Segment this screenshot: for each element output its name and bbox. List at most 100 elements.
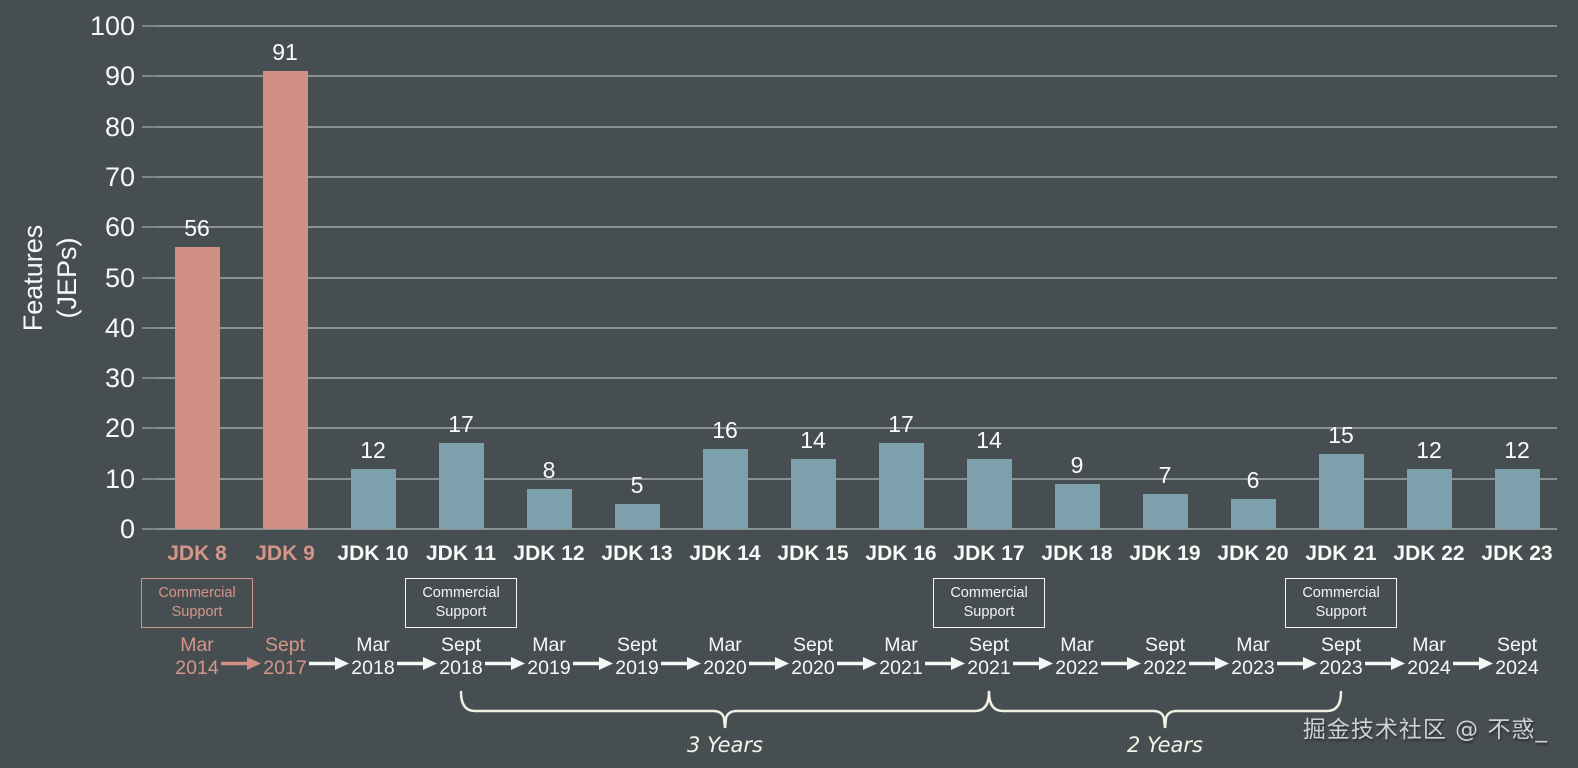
release-date-line: Mar	[532, 634, 566, 656]
bar-value-label: 91	[272, 39, 298, 66]
release-date-line: Sept	[1144, 634, 1186, 656]
y-axis-tick	[142, 226, 158, 229]
timeline-arrow-icon	[925, 657, 965, 670]
y-axis-tick	[142, 477, 158, 480]
timeline-arrow-icon	[1453, 657, 1493, 670]
y-axis-tick-label: 30	[104, 363, 135, 394]
category-label: JDK 21	[1305, 542, 1377, 565]
release-date-line: 2022	[1055, 656, 1099, 679]
release-date: Mar 2019	[505, 634, 593, 679]
y-axis-tick-label: 20	[104, 413, 135, 444]
timeline-arrow-icon	[661, 657, 701, 670]
bar-value-label: 56	[184, 215, 210, 242]
release-date: Sept 2023	[1297, 634, 1385, 679]
timeline-arrow-icon	[221, 657, 261, 670]
category-label: JDK 11	[425, 542, 497, 565]
category-label: JDK 22	[1393, 542, 1465, 565]
category-label: JDK 12	[513, 542, 585, 565]
y-axis-tick	[142, 276, 158, 279]
commercial-support-label: Commercial	[158, 585, 236, 601]
release-date-line: 2024	[1495, 656, 1539, 679]
timeline-arrow-icon	[837, 657, 877, 670]
release-date-line: Mar	[884, 634, 918, 656]
release-date-line: 2018	[351, 656, 395, 679]
release-date: Mar 2021	[857, 634, 945, 679]
gridline	[156, 276, 1557, 279]
braces-layer	[459, 690, 1343, 729]
timeline-arrow-icon	[749, 657, 789, 670]
release-date-line: Sept	[792, 634, 834, 656]
release-date-line: 2023	[1319, 656, 1363, 679]
release-date-line: Sept	[968, 634, 1010, 656]
release-date: Mar 2022	[1033, 634, 1121, 679]
category-label: JDK 8	[167, 542, 227, 565]
commercial-support-box: Commercial Support	[1285, 578, 1397, 628]
release-date-line: Mar	[708, 634, 742, 656]
release-date-line: 2021	[967, 656, 1011, 679]
y-axis-tick-label: 10	[104, 463, 135, 494]
release-date-line: 2018	[439, 656, 483, 679]
gridline	[156, 427, 1557, 430]
release-date-line: Mar	[1412, 634, 1446, 656]
y-axis-tick	[142, 427, 158, 430]
bar	[1054, 483, 1100, 529]
y-axis-tick-label: 80	[104, 111, 135, 142]
bar-value-label: 5	[630, 471, 644, 498]
timeline-arrow-icon	[573, 657, 613, 670]
timeline-arrow-icon	[1189, 657, 1229, 670]
timeline-arrow-icon	[485, 657, 525, 670]
y-axis-tick	[142, 125, 158, 128]
bar-value-label: 7	[1158, 461, 1172, 488]
commercial-support-label: Support	[963, 604, 1015, 620]
brace-label-3-years: 3 Years	[687, 733, 763, 757]
category-label: JDK 10	[337, 542, 409, 565]
brace	[459, 690, 991, 729]
release-date-line: Sept	[440, 634, 482, 656]
gridline	[156, 477, 1557, 480]
bar-value-label: 12	[1416, 436, 1442, 463]
bar	[702, 448, 748, 529]
y-axis-tick	[142, 25, 158, 27]
timeline-arrow-icon	[1013, 657, 1053, 670]
bar	[262, 71, 308, 529]
bar	[966, 458, 1012, 529]
commercial-support-box: Commercial Support	[405, 578, 517, 628]
timeline-arrow-icon	[1277, 657, 1317, 670]
release-date: Mar 2018	[329, 634, 417, 679]
gridline	[156, 528, 1557, 530]
y-axis-tick-label: 0	[119, 514, 135, 544]
commercial-support-label: Commercial	[1302, 585, 1380, 601]
release-date: Sept 2018	[417, 634, 505, 679]
release-date-line: 2017	[263, 656, 307, 679]
y-axis-tick-label: 40	[104, 312, 135, 343]
y-axis-tick-label: 100	[89, 11, 135, 41]
bar	[790, 458, 836, 529]
gridline	[156, 226, 1557, 229]
release-date-line: Mar	[356, 634, 390, 656]
y-axis-tick	[142, 377, 158, 380]
release-date-line: 2020	[703, 656, 747, 679]
category-label: JDK 19	[1129, 542, 1201, 565]
y-axis-tick	[142, 528, 158, 530]
bar-value-label: 12	[360, 436, 386, 463]
release-date-line: Sept	[264, 634, 306, 656]
bar-value-label: 16	[712, 416, 738, 443]
release-date: Mar 2014	[153, 634, 241, 679]
gridline	[156, 75, 1557, 78]
release-date: Sept 2019	[593, 634, 681, 679]
category-label: JDK 17	[953, 542, 1025, 565]
bar	[350, 468, 396, 529]
commercial-support-label: Commercial	[422, 585, 500, 601]
brace	[987, 690, 1343, 729]
bar	[1142, 493, 1188, 529]
gridline	[156, 377, 1557, 380]
category-label: JDK 13	[601, 542, 673, 565]
release-date-line: Sept	[1320, 634, 1362, 656]
gridline	[156, 326, 1557, 329]
bar-value-label: 17	[448, 411, 474, 438]
release-date: Mar 2024	[1385, 634, 1473, 679]
bar	[1406, 468, 1452, 529]
release-date: Sept 2020	[769, 634, 857, 679]
y-axis-tick-label: 70	[104, 161, 135, 192]
